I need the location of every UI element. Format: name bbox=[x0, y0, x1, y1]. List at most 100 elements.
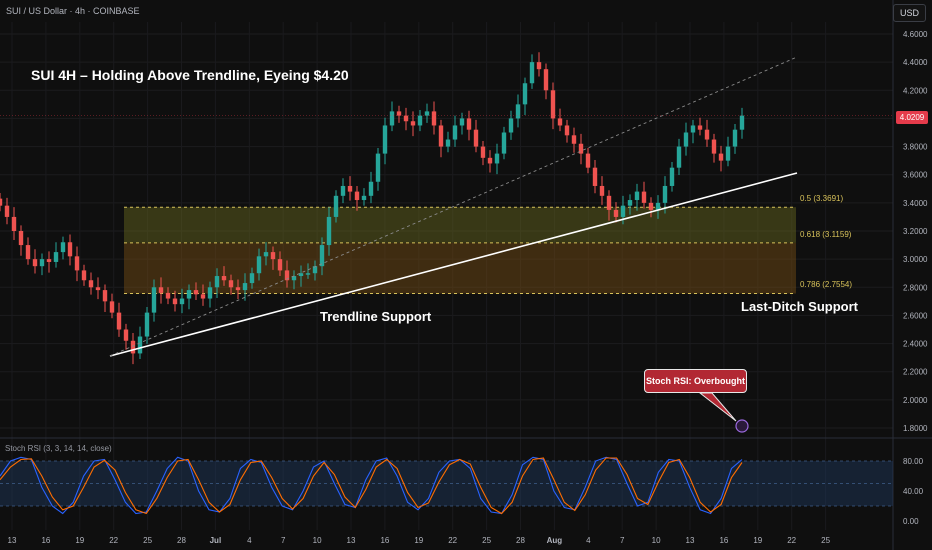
fib-zone bbox=[124, 206, 796, 295]
candle-body bbox=[557, 118, 563, 126]
last-price-tag: 4.0209 bbox=[896, 111, 928, 124]
candle-body bbox=[536, 62, 542, 70]
trendline-support-label: Trendline Support bbox=[320, 309, 432, 324]
price-tick-label: 1.8000 bbox=[903, 424, 928, 433]
candle-body bbox=[333, 195, 339, 217]
time-tick-label: 22 bbox=[109, 536, 118, 545]
candle-body bbox=[417, 115, 423, 126]
candle-body bbox=[67, 242, 73, 257]
candle-body bbox=[179, 298, 185, 305]
candle-body bbox=[494, 153, 500, 164]
candle-body bbox=[340, 185, 346, 196]
stoch-rsi-callout: Stoch RSI: Overbought bbox=[644, 369, 747, 393]
candle-body bbox=[431, 111, 437, 126]
candle-body bbox=[606, 195, 612, 210]
candle-body bbox=[508, 118, 514, 133]
time-tick-label: 7 bbox=[620, 536, 625, 545]
candle-body bbox=[718, 153, 724, 161]
price-tick-label: 4.6000 bbox=[903, 30, 928, 39]
candle-body bbox=[214, 276, 220, 288]
time-tick-label: Jul bbox=[210, 536, 222, 545]
candle-body bbox=[193, 290, 199, 295]
candle-body bbox=[529, 62, 535, 84]
candle-body bbox=[0, 198, 3, 206]
time-tick-label: 22 bbox=[787, 536, 796, 545]
candle-body bbox=[4, 205, 10, 217]
candle-body bbox=[11, 216, 17, 231]
candle-body bbox=[46, 259, 52, 262]
candle-body bbox=[312, 266, 318, 274]
price-tick-label: 2.4000 bbox=[903, 340, 928, 349]
candle-body bbox=[186, 290, 192, 299]
candle-body bbox=[543, 69, 549, 91]
candle-body bbox=[480, 146, 486, 158]
candle-body bbox=[200, 294, 206, 299]
candle-body bbox=[95, 287, 101, 291]
candle-body bbox=[732, 129, 738, 147]
price-tick-label: 2.6000 bbox=[903, 311, 928, 320]
time-tick-label: 22 bbox=[448, 536, 457, 545]
candle-body bbox=[396, 111, 402, 116]
price-tick-label: 2.2000 bbox=[903, 368, 928, 377]
candle-body bbox=[438, 125, 444, 147]
price-tick-label: 3.4000 bbox=[903, 199, 928, 208]
candle-body bbox=[298, 273, 304, 277]
candle-body bbox=[564, 125, 570, 136]
candle-body bbox=[704, 129, 710, 140]
stoch-rsi-pane: 80.00 40.00 0.00 bbox=[0, 456, 924, 526]
candle-body bbox=[620, 205, 626, 217]
candle-body bbox=[25, 245, 31, 260]
price-tick-label: 2.0000 bbox=[903, 396, 928, 405]
candle-body bbox=[676, 146, 682, 168]
candle-body bbox=[627, 200, 633, 206]
time-tick-label: 16 bbox=[719, 536, 728, 545]
candle-body bbox=[410, 121, 416, 126]
candle-body bbox=[459, 118, 465, 126]
candle-body bbox=[74, 256, 80, 271]
candle-body bbox=[249, 273, 255, 284]
candle-body bbox=[515, 104, 521, 119]
candle-body bbox=[648, 202, 654, 210]
candle-body bbox=[403, 115, 409, 122]
time-tick-label: 13 bbox=[8, 536, 17, 545]
time-tick-label: 25 bbox=[143, 536, 152, 545]
candle-body bbox=[158, 287, 164, 293]
candle-body bbox=[599, 185, 605, 196]
fib-label-0.618: 0.618 (3.1159) bbox=[800, 230, 852, 239]
candle-body bbox=[284, 270, 290, 281]
time-tick-label: 19 bbox=[75, 536, 84, 545]
candle-body bbox=[32, 259, 38, 267]
time-tick-label: 13 bbox=[686, 536, 695, 545]
candle-body bbox=[81, 270, 87, 281]
candle-body bbox=[697, 125, 703, 130]
currency-button[interactable]: USD bbox=[892, 4, 926, 22]
candle-body bbox=[375, 153, 381, 182]
candle-body bbox=[326, 216, 332, 246]
price-tick-label: 3.6000 bbox=[903, 171, 928, 180]
candle-body bbox=[466, 118, 472, 130]
candle-body bbox=[655, 202, 661, 210]
candle-body bbox=[592, 167, 598, 186]
candles bbox=[0, 52, 893, 365]
time-tick-label: 4 bbox=[586, 536, 591, 545]
candle-body bbox=[144, 312, 150, 337]
time-tick-label: Aug bbox=[547, 536, 563, 545]
candle-body bbox=[235, 287, 241, 291]
time-tick-label: 13 bbox=[347, 536, 356, 545]
time-tick-label: 19 bbox=[414, 536, 423, 545]
rsi-tick-label: 80.00 bbox=[903, 457, 924, 466]
candle-body bbox=[221, 276, 227, 281]
candle-body bbox=[368, 181, 374, 196]
time-tick-label: 16 bbox=[380, 536, 389, 545]
candle-body bbox=[452, 125, 458, 140]
fib-band-0.5-0.618 bbox=[124, 207, 796, 243]
candle-body bbox=[277, 259, 283, 271]
candle-body bbox=[305, 273, 311, 275]
candle-body bbox=[39, 259, 45, 267]
time-tick-label: 4 bbox=[247, 536, 252, 545]
candle-body bbox=[424, 111, 430, 116]
time-tick-label: 19 bbox=[753, 536, 762, 545]
candle-body bbox=[487, 157, 493, 164]
trendline-extension bbox=[109, 56, 798, 357]
